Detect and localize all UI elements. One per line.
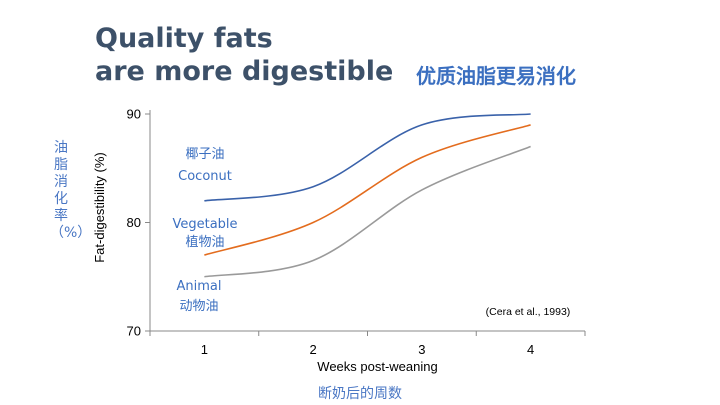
title-line-1: Quality fats	[95, 23, 273, 54]
series-label-animal-cn: 动物油	[179, 299, 218, 314]
series-label-coconut-en: Coconut	[178, 169, 232, 184]
x-tick-label: 3	[418, 342, 425, 357]
x-axis-label-chinese: 断奶后的周数	[318, 386, 402, 402]
y-tick-label: 80	[127, 215, 141, 230]
series-line-coconut	[204, 113, 531, 202]
chart-axes: 70 80 90 1 2 3 4	[127, 107, 586, 357]
y-axis-title: Fat-digestibility (%)	[92, 152, 107, 263]
x-axis-title: Weeks post-weaning	[317, 359, 437, 374]
chart-series-labels: Coconut 椰子油 Vegetable 植物油 Animal 动物油	[172, 147, 237, 314]
series-label-vegetable-cn: 植物油	[185, 235, 224, 250]
slide-title: Quality fats are more digestible	[95, 22, 393, 88]
series-line-animal	[204, 145, 531, 278]
x-tick-label: 2	[310, 342, 317, 357]
series-label-vegetable-en: Vegetable	[172, 217, 237, 232]
citation: (Cera et al., 1993)	[486, 306, 571, 318]
series-label-animal-en: Animal	[177, 279, 222, 294]
title-chinese: 优质油脂更易消化	[416, 64, 576, 88]
x-tick-label: 4	[527, 342, 534, 357]
x-tick-label: 1	[201, 342, 208, 357]
series-line-vegetable	[204, 124, 531, 256]
series-label-coconut-cn: 椰子油	[185, 147, 224, 162]
title-line-2: are more digestible	[95, 56, 394, 87]
y-tick-label: 70	[127, 324, 141, 339]
y-tick-label: 90	[127, 107, 141, 122]
chart-series-lines	[204, 113, 531, 278]
